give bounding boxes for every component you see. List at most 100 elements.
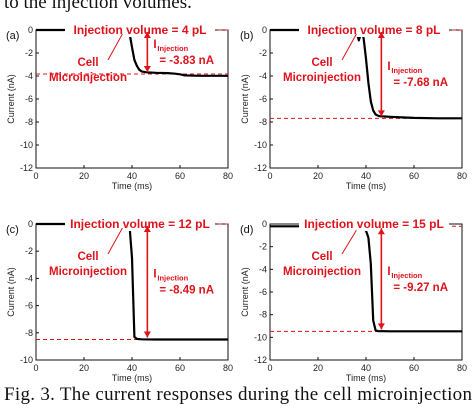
y-tick-label: 0 bbox=[28, 219, 33, 229]
x-tick-label: 0 bbox=[33, 171, 38, 181]
annotation-text: Microinjection bbox=[49, 72, 127, 84]
y-tick-label: 0 bbox=[28, 25, 33, 35]
x-tick-label: 0 bbox=[267, 171, 272, 181]
chart-title: Injection volume = 8 pL bbox=[307, 23, 440, 37]
x-axis-label: Time (ms) bbox=[346, 181, 386, 191]
x-tick-label: 60 bbox=[175, 171, 185, 181]
injection-value: = -8.49 nA bbox=[159, 285, 214, 297]
annotation-text: Cell bbox=[77, 251, 98, 263]
y-tick-label: -8 bbox=[259, 310, 267, 320]
chart-title: Injection volume = 4 pL bbox=[73, 23, 206, 37]
x-tick-label: 0 bbox=[33, 363, 38, 373]
title-backdrop bbox=[299, 23, 449, 37]
x-tick-label: 40 bbox=[361, 363, 371, 373]
injection-arrow-head-bottom bbox=[377, 323, 385, 330]
y-tick-label: -12 bbox=[20, 163, 33, 173]
current-trace-line bbox=[36, 222, 228, 341]
x-axis-label: Time (ms) bbox=[346, 373, 386, 383]
annotation-arrow bbox=[107, 33, 123, 61]
annotation-arrow bbox=[341, 230, 357, 255]
x-tick-label: 20 bbox=[313, 171, 323, 181]
injection-arrow-head-bottom bbox=[377, 110, 385, 117]
title-backdrop bbox=[65, 217, 215, 231]
injection-subscript: Injection bbox=[391, 66, 422, 75]
y-tick-label: -4 bbox=[259, 71, 267, 81]
panel-label: (c) bbox=[6, 224, 19, 236]
injection-arrow-head-bottom bbox=[143, 66, 151, 73]
y-tick-label: -2 bbox=[25, 48, 33, 58]
y-tick-label: -6 bbox=[25, 301, 33, 311]
title-backdrop bbox=[299, 217, 449, 231]
injection-label: I bbox=[153, 39, 156, 51]
injection-value: = -3.83 nA bbox=[159, 55, 214, 67]
y-tick-label: -8 bbox=[259, 117, 267, 127]
x-tick-label: 20 bbox=[79, 363, 89, 373]
annotation-text: Microinjection bbox=[283, 266, 361, 278]
injection-arrow-head-top bbox=[143, 32, 151, 38]
y-tick-label: -10 bbox=[254, 140, 267, 150]
x-tick-label: 40 bbox=[127, 363, 137, 373]
current-trace-line bbox=[270, 225, 462, 333]
panel-label: (d) bbox=[240, 224, 253, 236]
injection-arrow-head-bottom bbox=[143, 331, 151, 338]
annotation-arrow bbox=[107, 227, 123, 255]
y-axis-label: Current (nA) bbox=[6, 267, 16, 317]
x-tick-label: 40 bbox=[361, 171, 371, 181]
x-tick-label: 60 bbox=[409, 171, 419, 181]
y-tick-label: -12 bbox=[254, 355, 267, 365]
y-tick-label: -8 bbox=[25, 328, 33, 338]
x-axis-label: Time (ms) bbox=[112, 181, 152, 191]
x-tick-label: 40 bbox=[127, 171, 137, 181]
x-tick-label: 60 bbox=[175, 363, 185, 373]
y-tick-label: -6 bbox=[259, 287, 267, 297]
y-tick-label: -10 bbox=[254, 332, 267, 342]
y-tick-label: -4 bbox=[25, 71, 33, 81]
injection-label: I bbox=[153, 269, 156, 281]
x-tick-label: 60 bbox=[409, 363, 419, 373]
title-backdrop bbox=[65, 23, 215, 37]
y-tick-label: -2 bbox=[259, 48, 267, 58]
x-tick-label: 80 bbox=[457, 363, 467, 373]
y-tick-label: -8 bbox=[25, 117, 33, 127]
chart-title: Injection volume = 12 pL bbox=[70, 217, 210, 231]
y-tick-label: 0 bbox=[262, 25, 267, 35]
y-tick-label: 0 bbox=[262, 219, 267, 229]
injection-label: I bbox=[387, 61, 390, 73]
injection-subscript: Injection bbox=[157, 274, 188, 283]
caption-top: to the injection volumes. bbox=[4, 0, 192, 13]
injection-subscript: Injection bbox=[157, 44, 188, 53]
caption-bottom: Fig. 3. The current responses during the… bbox=[4, 384, 473, 405]
x-axis-label: Time (ms) bbox=[112, 373, 152, 383]
x-tick-label: 80 bbox=[223, 363, 233, 373]
y-tick-label: -6 bbox=[25, 94, 33, 104]
annotation-arrow bbox=[341, 33, 357, 61]
y-tick-label: -12 bbox=[254, 163, 267, 173]
y-tick-label: -10 bbox=[20, 140, 33, 150]
y-tick-label: -2 bbox=[259, 242, 267, 252]
y-tick-label: -4 bbox=[259, 264, 267, 274]
injection-arrow-head-top bbox=[377, 228, 385, 235]
y-tick-label: -6 bbox=[259, 94, 267, 104]
annotation-text: Cell bbox=[311, 57, 332, 69]
injection-label: I bbox=[387, 266, 390, 278]
injection-subscript: Injection bbox=[391, 271, 422, 280]
x-tick-label: 20 bbox=[313, 363, 323, 373]
injection-arrow-head-top bbox=[143, 226, 151, 232]
x-tick-label: 20 bbox=[79, 171, 89, 181]
x-tick-label: 0 bbox=[267, 363, 272, 373]
injection-arrow-head-top bbox=[377, 32, 385, 38]
injection-value: = -9.27 nA bbox=[393, 282, 448, 294]
annotation-text: Cell bbox=[77, 57, 98, 69]
panel-label: (a) bbox=[6, 30, 19, 42]
annotation-text: Microinjection bbox=[49, 266, 127, 278]
x-tick-label: 80 bbox=[457, 171, 467, 181]
y-axis-label: Current (nA) bbox=[240, 74, 250, 124]
x-tick-label: 80 bbox=[223, 171, 233, 181]
injection-value: = -7.68 nA bbox=[393, 77, 448, 89]
y-axis-label: Current (nA) bbox=[6, 74, 16, 124]
